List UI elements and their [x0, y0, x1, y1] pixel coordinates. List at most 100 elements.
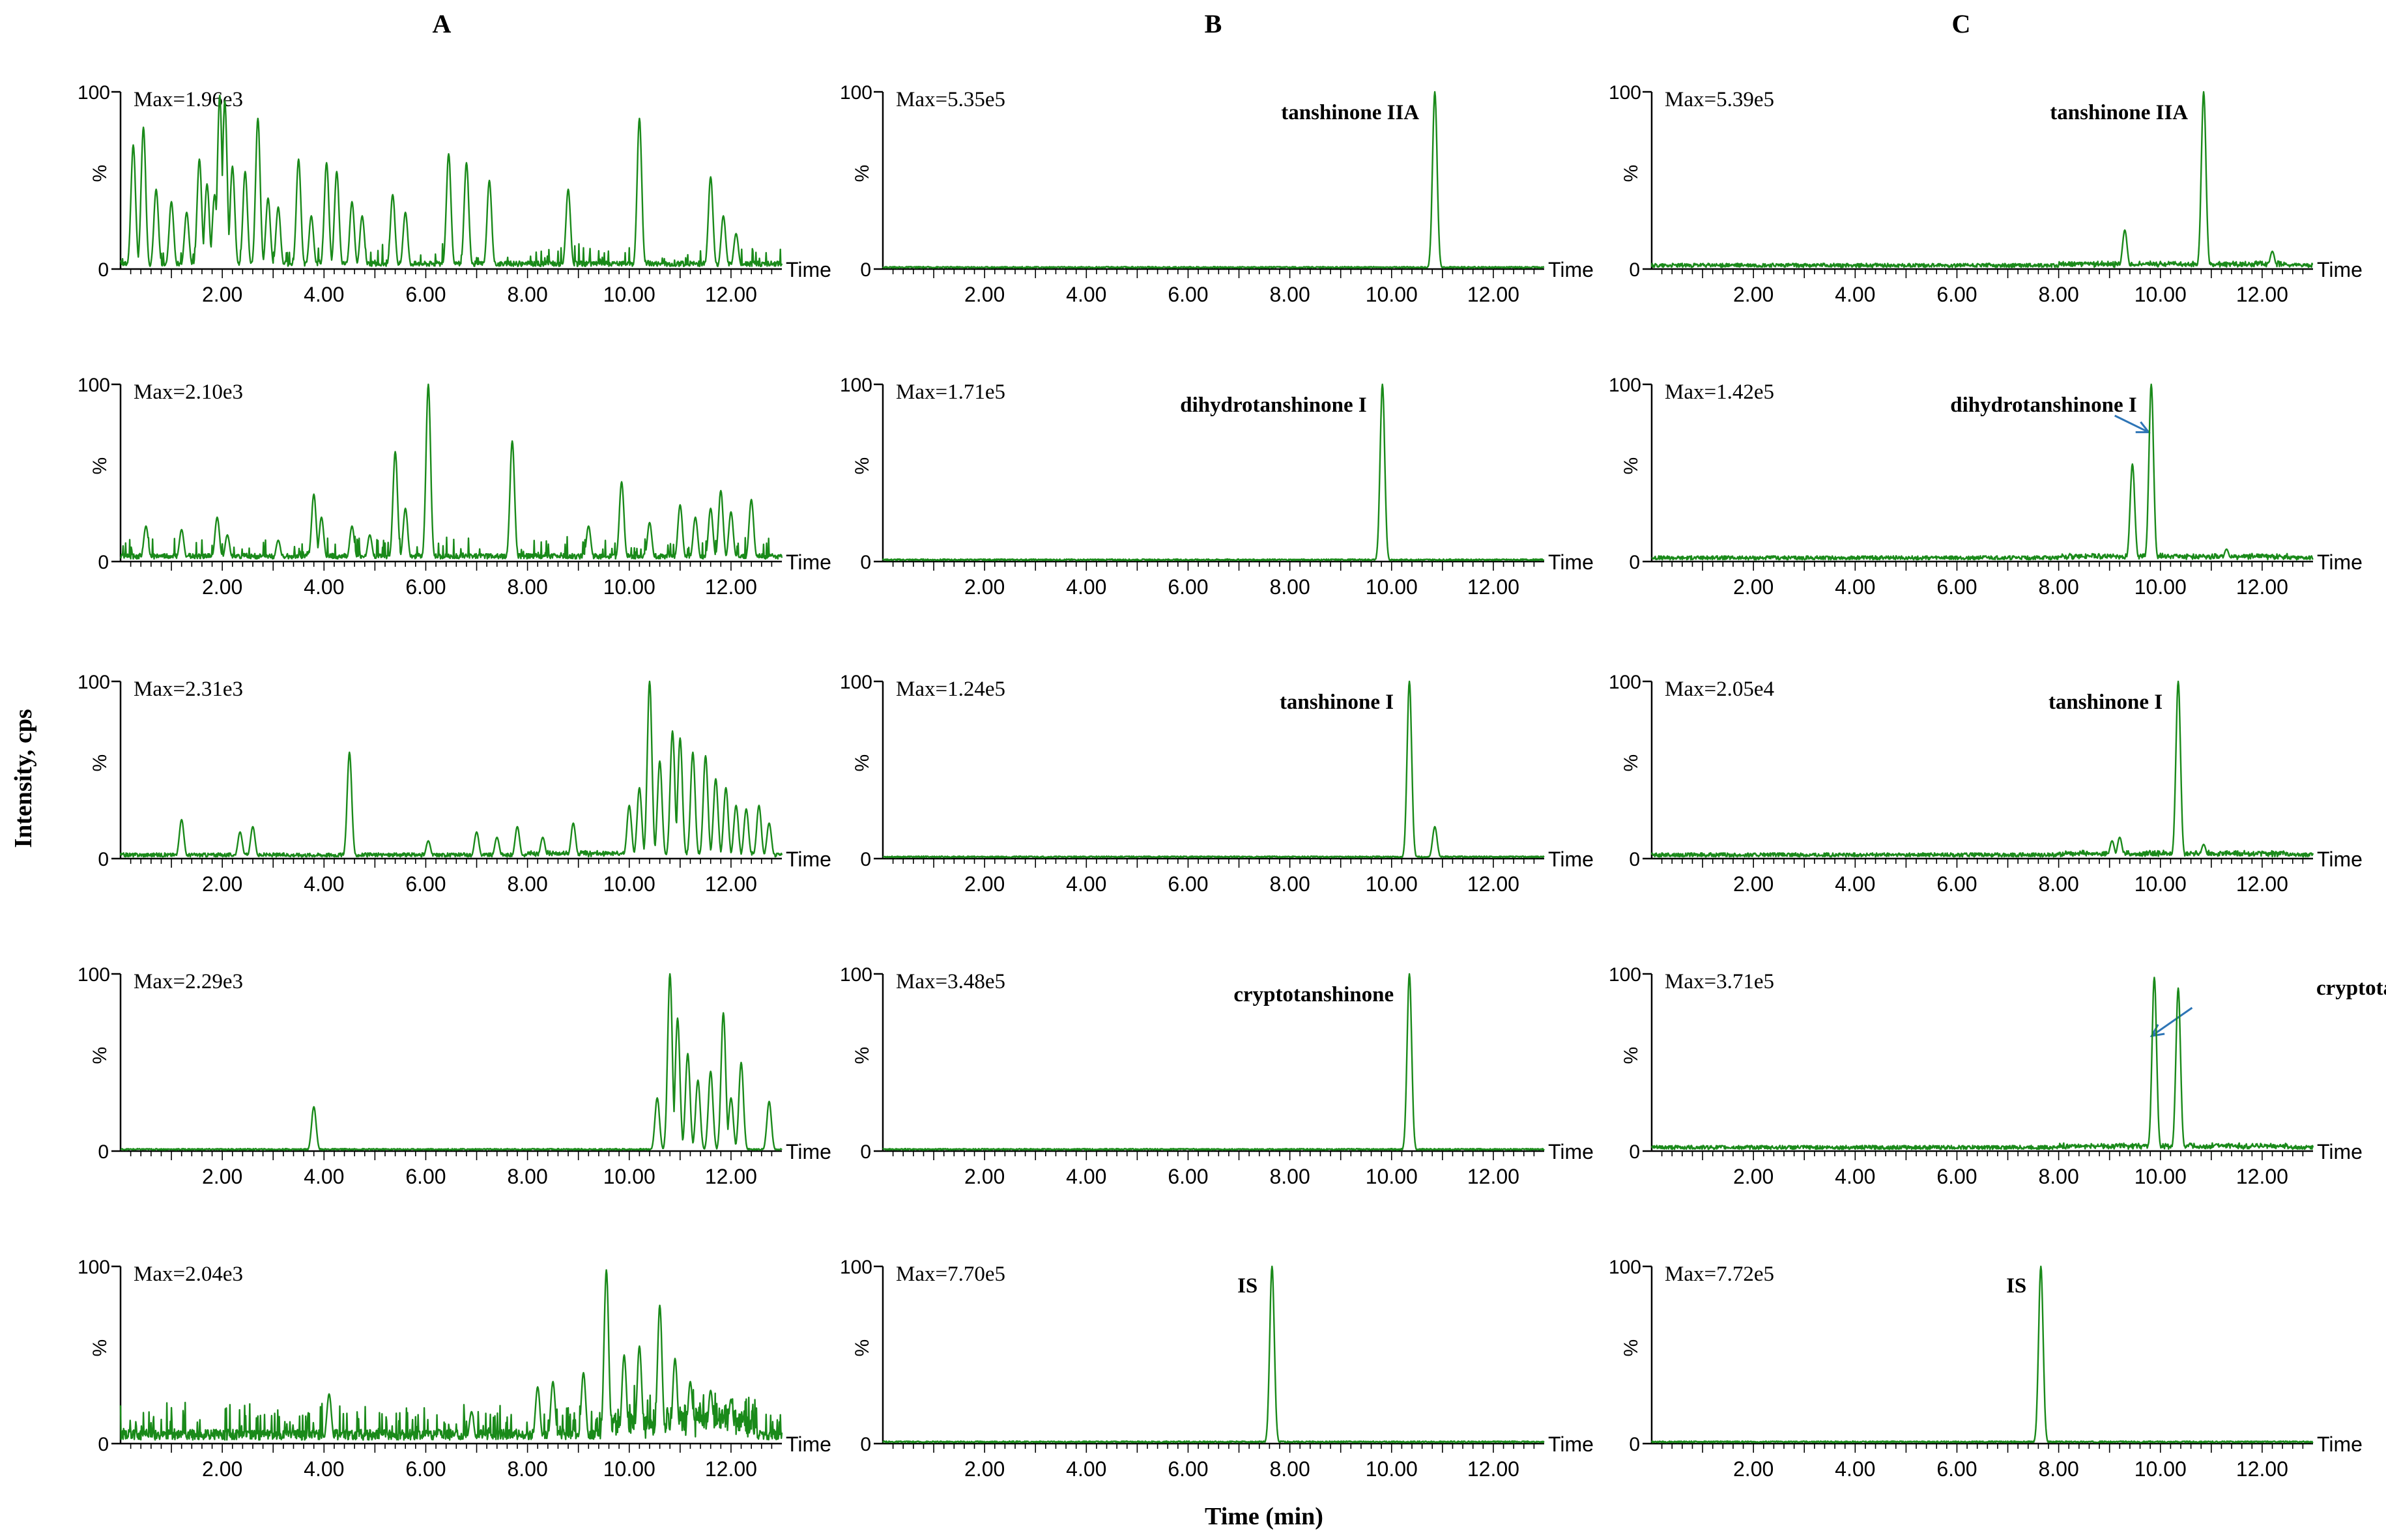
- annotation-arrow: [2151, 1006, 2193, 1037]
- y-tick-label-100: 100: [78, 1257, 110, 1278]
- x-tick-label: 2.00: [1733, 283, 1774, 306]
- x-tick-label: 2.00: [1733, 872, 1774, 896]
- x-tick-label: 4.00: [1835, 1457, 1875, 1481]
- y-tick-label-0: 0: [860, 552, 871, 573]
- time-axis-label: Time: [1548, 1140, 1594, 1163]
- x-tick-label: 2.00: [1733, 575, 1774, 599]
- x-tick-label: 10.00: [1366, 1165, 1418, 1188]
- y-percent-label: %: [1620, 754, 1642, 772]
- x-tick-label: 12.00: [705, 575, 757, 599]
- y-tick-label-0: 0: [1629, 849, 1640, 870]
- x-tick-label: 6.00: [1168, 872, 1208, 896]
- peak-label: dihydrotanshinone I: [1950, 393, 2136, 417]
- x-tick-label: 12.00: [705, 1457, 757, 1481]
- x-tick-label: 6.00: [1936, 872, 1977, 896]
- y-tick-label-100: 100: [1609, 375, 1641, 396]
- x-tick-label: 12.00: [2236, 1165, 2288, 1188]
- max-intensity-label: Max=1.96e3: [134, 88, 243, 111]
- time-axis-label: Time: [2317, 258, 2363, 281]
- max-intensity-label: Max=1.71e5: [896, 380, 1005, 404]
- x-tick-label: 2.00: [964, 1457, 1005, 1481]
- max-intensity-label: Max=2.29e3: [134, 970, 243, 993]
- y-tick-label-100: 100: [840, 82, 872, 104]
- y-percent-label: %: [89, 165, 111, 182]
- x-tick-label: 8.00: [507, 575, 547, 599]
- annotation-arrow: [2114, 414, 2149, 433]
- x-tick-label: 6.00: [1936, 1457, 1977, 1481]
- panel-a-3: 0 100% 2.00 4.00 6.00 8.00 10.00 12.00 Time Max=2…: [78, 672, 831, 896]
- x-tick-label: 2.00: [202, 872, 242, 896]
- peak-label: IS: [2006, 1274, 2026, 1298]
- time-axis-label: Time: [786, 848, 831, 871]
- x-tick-label: 8.00: [1269, 1165, 1310, 1188]
- x-tick-label: 6.00: [1936, 575, 1977, 599]
- x-tick-label: 4.00: [1066, 872, 1106, 896]
- chromatogram-trace: [1650, 1265, 2314, 1444]
- y-tick-label-0: 0: [1629, 259, 1640, 281]
- chromatogram-trace: [119, 680, 783, 858]
- x-tick-label: 6.00: [1168, 1165, 1208, 1188]
- y-tick-label-100: 100: [78, 672, 110, 693]
- time-axis-label: Time: [2317, 550, 2363, 574]
- max-intensity-label: Max=2.10e3: [134, 380, 243, 404]
- x-tick-label: 6.00: [405, 1457, 446, 1481]
- x-tick-label: 12.00: [2236, 283, 2288, 306]
- y-percent-label: %: [852, 1047, 873, 1064]
- y-percent-label: %: [89, 457, 111, 475]
- max-intensity-label: Max=3.48e5: [896, 970, 1005, 993]
- panel-c-3: 0 100% 2.00 4.00 6.00 8.00 10.00 12.00 Time Max=2…: [1609, 672, 2363, 896]
- time-axis-label: Time: [786, 1140, 831, 1163]
- chromatogram-trace: [882, 91, 1545, 269]
- y-tick-label-0: 0: [98, 552, 109, 573]
- x-tick-label: 10.00: [2134, 1165, 2187, 1188]
- x-axis-title: Time (min): [1205, 1503, 1323, 1530]
- y-tick-label-100: 100: [840, 375, 872, 396]
- panel-c-2: 0 100% 2.00 4.00 6.00 8.00 10.00 12.00 Time Max=1…: [1609, 375, 2363, 599]
- chromatogram-trace: [882, 383, 1545, 562]
- x-tick-label: 8.00: [507, 872, 547, 896]
- peak-label: cryptotanshinone: [1233, 983, 1394, 1006]
- time-axis-label: Time: [1548, 1433, 1594, 1456]
- x-tick-label: 10.00: [2134, 283, 2187, 306]
- panel-c-4: 0 100% 2.00 4.00 6.00 8.00 10.00 12.00 Time Max=3…: [1609, 964, 2386, 1188]
- y-percent-label: %: [1620, 1047, 1642, 1064]
- peak-label: dihydrotanshinone I: [1180, 393, 1366, 417]
- x-tick-label: 2.00: [1733, 1457, 1774, 1481]
- chromatogram-trace: [882, 973, 1545, 1151]
- max-intensity-label: Max=3.71e5: [1665, 970, 1774, 993]
- panel-b-3: 0 100% 2.00 4.00 6.00 8.00 10.00 12.00 Time Max=1…: [840, 672, 1594, 896]
- x-tick-label: 12.00: [1467, 283, 1519, 306]
- column-label-a: A: [433, 9, 452, 38]
- y-tick-label-0: 0: [98, 1434, 109, 1455]
- chromatogram-trace: [882, 680, 1545, 859]
- x-tick-label: 6.00: [1168, 283, 1208, 306]
- x-tick-label: 12.00: [1467, 575, 1519, 599]
- x-tick-label: 8.00: [1269, 575, 1310, 599]
- x-tick-label: 10.00: [1366, 872, 1418, 896]
- x-tick-label: 8.00: [507, 283, 547, 306]
- y-tick-label-0: 0: [860, 1434, 871, 1455]
- x-tick-label: 12.00: [2236, 1457, 2288, 1481]
- x-tick-label: 4.00: [304, 1457, 344, 1481]
- time-axis-label: Time: [2317, 1433, 2363, 1456]
- panel-a-5: 0 100% 2.00 4.00 6.00 8.00 10.00 12.00 Time Max=2…: [78, 1257, 831, 1481]
- x-tick-label: 4.00: [304, 872, 344, 896]
- y-percent-label: %: [852, 457, 873, 475]
- x-tick-label: 4.00: [1835, 872, 1875, 896]
- y-tick-label-100: 100: [78, 964, 110, 986]
- max-intensity-label: Max=1.24e5: [896, 677, 1005, 701]
- chromatogram-trace: [120, 973, 783, 1151]
- x-tick-label: 6.00: [405, 1165, 446, 1188]
- x-tick-label: 4.00: [1835, 575, 1875, 599]
- chromatogram-trace: [119, 94, 783, 268]
- panel-b-4: 0 100% 2.00 4.00 6.00 8.00 10.00 12.00 Time Max=3…: [840, 964, 1594, 1188]
- chromatogram-trace: [1650, 680, 2314, 858]
- peak-label: tanshinone I: [1280, 691, 1394, 714]
- column-label-b: B: [1205, 9, 1222, 38]
- x-tick-label: 6.00: [405, 283, 446, 306]
- peak-label: tanshinone IIA: [2050, 101, 2188, 124]
- x-tick-label: 8.00: [2038, 1457, 2078, 1481]
- x-tick-label: 12.00: [2236, 872, 2288, 896]
- y-percent-label: %: [1620, 457, 1642, 475]
- arrow-head: [2149, 1024, 2165, 1038]
